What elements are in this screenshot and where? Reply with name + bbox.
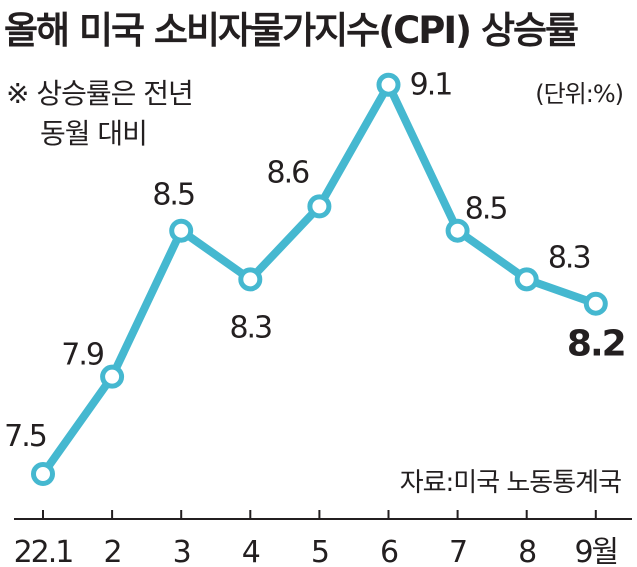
x-tick-label: 22.1 — [14, 535, 73, 567]
series-line — [39, 80, 600, 478]
x-tick-label: 6 — [380, 535, 398, 567]
data-label: 7.5 — [4, 419, 46, 454]
x-tick-label: 8 — [518, 535, 536, 567]
data-label: 8.6 — [267, 155, 310, 190]
data-point — [238, 267, 263, 292]
x-tick-label: 2 — [104, 535, 121, 567]
data-point — [445, 218, 470, 243]
chart-note: ※ 상승률은 전년 동월 대비 — [6, 74, 194, 154]
data-point — [514, 267, 539, 292]
data-label: 8.2 — [567, 324, 625, 365]
x-tick-label: 9월 — [574, 535, 617, 567]
data-point — [583, 291, 608, 316]
data-label: 8.3 — [548, 240, 590, 275]
x-tick-label: 4 — [242, 535, 260, 567]
unit-label: (단위:%) — [535, 80, 624, 108]
data-label: 8.5 — [465, 192, 507, 227]
note-line-1: ※ 상승률은 전년 — [6, 77, 194, 110]
data-point — [307, 194, 332, 219]
data-label: 9.1 — [410, 68, 452, 103]
chart-title: 올해 미국 소비자물가지수(CPI) 상승률 — [4, 9, 579, 52]
data-label: 7.9 — [61, 338, 103, 373]
source-label: 자료:미국 노동통계국 — [399, 468, 622, 498]
data-point — [169, 218, 194, 243]
x-tick-label: 5 — [311, 535, 328, 567]
x-tick-label: 3 — [173, 535, 190, 567]
data-label: 8.3 — [229, 310, 271, 345]
data-point — [31, 462, 55, 486]
data-point — [376, 72, 401, 97]
data-point — [100, 364, 125, 389]
data-label: 8.5 — [152, 178, 194, 213]
x-tick-label: 7 — [449, 535, 466, 567]
note-line-2: 동월 대비 — [40, 117, 148, 150]
